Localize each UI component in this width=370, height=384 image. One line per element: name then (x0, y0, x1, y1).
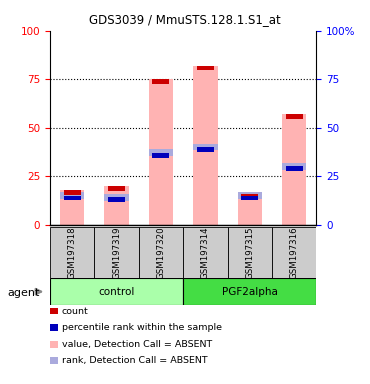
Bar (94, 227, 139, 278)
Text: GDS3039 / MmuSTS.128.1.S1_at: GDS3039 / MmuSTS.128.1.S1_at (89, 13, 281, 26)
Text: GSM197314: GSM197314 (201, 226, 210, 279)
Bar (64, 195, 81, 200)
Text: count: count (62, 306, 88, 316)
Text: GSM197315: GSM197315 (245, 226, 254, 279)
Bar (286, 167, 303, 171)
Text: rank, Detection Call = ABSENT: rank, Detection Call = ABSENT (62, 356, 207, 365)
Text: PGF2alpha: PGF2alpha (222, 287, 278, 297)
Bar (238, 192, 262, 199)
Bar (282, 163, 306, 170)
Bar (139, 227, 183, 278)
Text: control: control (98, 287, 135, 297)
Text: GSM197318: GSM197318 (68, 226, 77, 279)
Bar (149, 79, 173, 225)
Bar (60, 192, 84, 199)
Text: GSM197319: GSM197319 (112, 226, 121, 279)
Bar (50, 278, 183, 305)
Bar (228, 227, 272, 278)
Bar (60, 190, 84, 225)
Text: GSM197320: GSM197320 (157, 226, 165, 279)
Bar (197, 147, 214, 152)
Text: GSM197316: GSM197316 (290, 226, 299, 279)
Bar (183, 227, 228, 278)
Bar (104, 194, 129, 201)
Bar (183, 278, 316, 305)
Bar (241, 195, 258, 200)
Bar (108, 186, 125, 191)
Bar (238, 194, 262, 225)
Text: agent: agent (7, 288, 40, 298)
Bar (104, 186, 129, 225)
Bar (197, 66, 214, 71)
Text: percentile rank within the sample: percentile rank within the sample (62, 323, 222, 332)
Text: value, Detection Call = ABSENT: value, Detection Call = ABSENT (62, 339, 212, 349)
Bar (193, 144, 218, 151)
Bar (64, 190, 81, 195)
Bar (241, 194, 258, 199)
Bar (272, 227, 316, 278)
Bar (286, 114, 303, 119)
Bar (193, 66, 218, 225)
Bar (108, 197, 125, 202)
Bar (50, 227, 94, 278)
Bar (282, 114, 306, 225)
Bar (149, 149, 173, 156)
Bar (152, 153, 169, 158)
Bar (152, 79, 169, 84)
